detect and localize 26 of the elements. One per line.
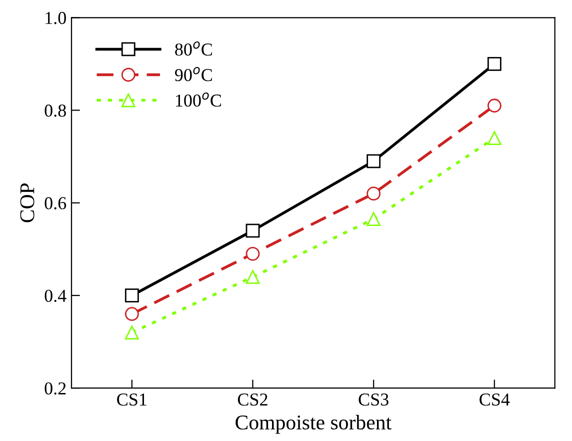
point xyxy=(124,326,139,340)
y-tick-label: 0.2 xyxy=(44,382,66,395)
y-tick-label: 0.6 xyxy=(44,197,66,210)
point xyxy=(366,186,381,201)
y-tick-label: 1.0 xyxy=(46,12,66,24)
x-tick-label: CS2 xyxy=(238,394,268,406)
x-tick-label: CS4 xyxy=(480,394,510,406)
point xyxy=(124,307,139,321)
legend-label: 80$^{o}$C xyxy=(175,41,212,56)
y-axis-title: COP xyxy=(20,183,34,222)
point xyxy=(366,154,381,168)
x-tick-label: CS3 xyxy=(358,394,388,406)
point xyxy=(246,246,260,261)
x-tick-label: CS1 xyxy=(117,394,146,406)
legend-label: 100$^{o}$C xyxy=(176,92,221,107)
y-tick-label: 0.8 xyxy=(44,104,66,117)
point xyxy=(487,57,502,71)
point xyxy=(487,98,502,113)
legend-label: 90$^{o}$C xyxy=(175,66,212,82)
point xyxy=(246,270,260,284)
point xyxy=(246,224,260,238)
point xyxy=(487,131,502,145)
point xyxy=(124,288,139,302)
y-tick-label: 0.4 xyxy=(44,290,66,302)
x-axis-title: Compoiste sorbent xyxy=(236,414,392,434)
point xyxy=(366,212,381,226)
